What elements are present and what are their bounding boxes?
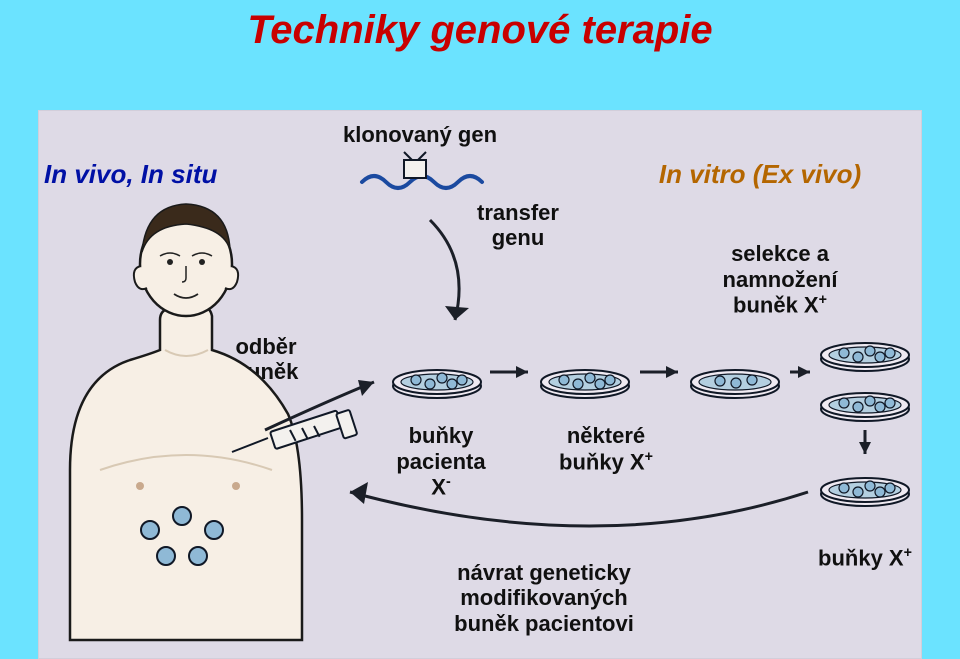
label-transfer-genu: transfer genu — [458, 200, 578, 251]
label-odber: odběr buněk — [216, 334, 316, 385]
label-klonovany-gen: klonovaný gen — [320, 122, 520, 147]
label-bunky-pacienta-text: buňky pacienta X — [396, 423, 485, 499]
label-in-vitro: In vitro (Ex vivo) — [600, 160, 920, 190]
label-nektere-text: některé buňky X — [559, 423, 645, 474]
label-selekce: selekce a namnožení buněk X+ — [660, 216, 900, 318]
label-bunky-x-sup: + — [904, 545, 912, 561]
label-bunky-pacienta: buňky pacienta X- — [376, 398, 506, 500]
label-selekce-sup: + — [819, 292, 827, 308]
page-title: Techniky genové terapie — [0, 8, 960, 53]
label-navrat: návrat geneticky modifikovaných buněk pa… — [394, 560, 694, 636]
label-bunky-x: buňky X+ — [790, 520, 940, 571]
label-in-vivo: In vivo, In situ — [44, 160, 217, 190]
label-nektere-sup: + — [645, 449, 653, 465]
label-bunky-x-text: buňky X — [818, 546, 904, 571]
label-bunky-pacienta-sup: - — [446, 474, 451, 490]
label-nektere: některé buňky X+ — [536, 398, 676, 474]
